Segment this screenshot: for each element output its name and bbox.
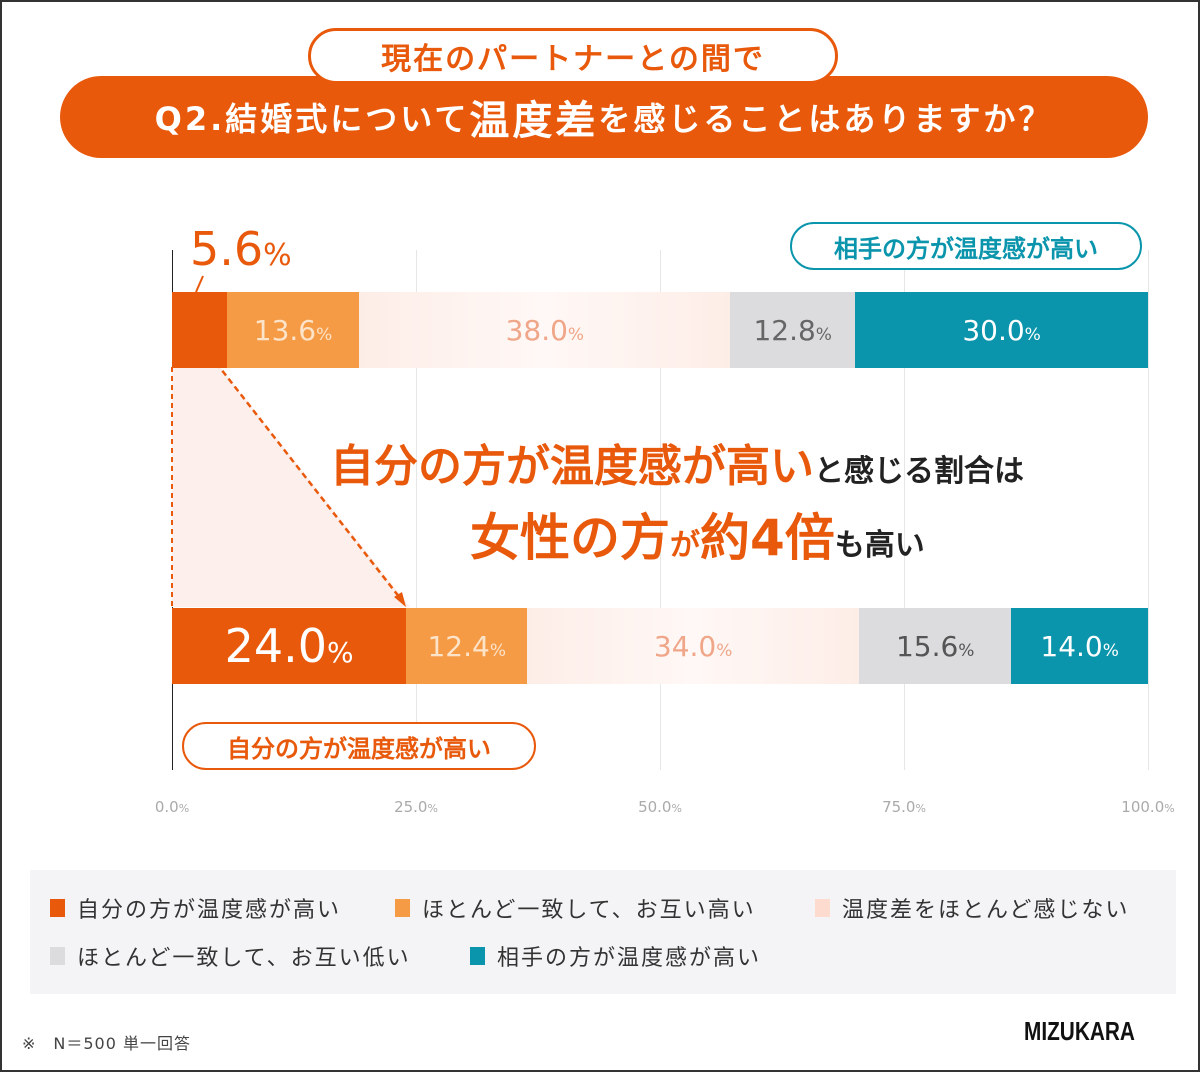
legend-swatch	[50, 899, 65, 917]
legend-swatch	[395, 899, 410, 917]
question-title: Q2.結婚式について 温度差 を感じることはありますか？	[60, 76, 1148, 158]
legend-item: 相手の方が温度感が高い	[470, 940, 761, 972]
bar-segment: 38.0%	[359, 292, 731, 368]
title-emphasis: 温度差	[469, 98, 599, 144]
legend-label: ほとんど一致して、お互い低い	[77, 946, 411, 971]
data-label: 12.4%	[427, 629, 506, 663]
bar-segment: 24.0%	[172, 608, 407, 684]
bar-segment: 15.6%	[859, 608, 1012, 684]
data-label: 24.0%	[224, 619, 354, 673]
legend-label: 相手の方が温度感が高い	[497, 946, 762, 971]
headline2-c: 約4倍	[700, 509, 835, 567]
headline2-b: が	[670, 528, 700, 563]
data-label: 34.0%	[653, 629, 733, 663]
gridline	[904, 250, 905, 770]
bar-male: 13.6% 38.0% 12.8% 30.0%	[172, 292, 1148, 368]
legend-swatch	[50, 947, 65, 965]
x-tick-label: 25.0%	[394, 798, 438, 816]
bar-segment: 12.4%	[406, 608, 528, 684]
data-label: 15.6%	[895, 629, 975, 663]
x-tick-label: 50.0%	[638, 798, 682, 816]
title-post: を感じることはありますか？	[598, 100, 1054, 138]
bar-segment: 13.6%	[226, 292, 360, 368]
legend-label: ほとんど一致して、お互い高い	[422, 898, 756, 923]
data-label: 12.8%	[753, 313, 832, 347]
male-self-value-label: 5.6%	[190, 222, 292, 276]
x-tick-label: 0.0%	[154, 798, 190, 816]
title-pre: Q2.結婚式について	[154, 100, 470, 138]
bar-segment: 34.0%	[527, 608, 860, 684]
legend-label: 温度差をほとんど感じない	[842, 898, 1130, 923]
data-label: 38.0%	[505, 313, 585, 347]
headline-post: と感じる割合は	[814, 454, 1024, 489]
bar-segment: 30.0%	[855, 292, 1148, 368]
legend: 自分の方が温度感が高い ほとんど一致して、お互い高い 温度差をほとんど感じないほとん…	[30, 870, 1176, 994]
legend-label: 自分の方が温度感が高い	[77, 898, 342, 923]
label-leader	[195, 275, 204, 293]
arrow-head	[394, 592, 406, 607]
gridline	[1148, 250, 1149, 770]
highlight-area	[172, 367, 410, 607]
gridline	[416, 250, 417, 770]
row-label-female: 女性	[42, 628, 123, 669]
dashed-arrow	[209, 354, 401, 599]
brand-logo: MIZUKARA	[1024, 1016, 1135, 1046]
gridline	[660, 250, 661, 770]
bar-segment: 12.8%	[730, 292, 856, 368]
legend-item: 自分の方が温度感が高い	[50, 892, 341, 924]
bar-segment	[172, 292, 227, 368]
callout-partner-higher: 相手の方が温度感が高い	[790, 222, 1142, 270]
bar-female: 24.0% 12.4% 34.0% 15.6% 14.0%	[172, 608, 1148, 684]
bar-segment: 14.0%	[1011, 608, 1148, 684]
callout-self-higher: 自分の方が温度感が高い	[182, 722, 536, 770]
headline-emph: 自分の方が温度感が高い	[330, 441, 814, 492]
row-label-male: 男性	[42, 316, 123, 357]
headline2-d: も高い	[834, 528, 925, 563]
legend-item: ほとんど一致して、お互い低い	[50, 940, 411, 972]
data-label: 13.6%	[253, 313, 333, 347]
x-tick-label: 100.0%	[1121, 798, 1175, 816]
data-label: 30.0%	[962, 313, 1041, 347]
legend-swatch	[815, 899, 830, 917]
headline-line1: 自分の方が温度感が高いと感じる割合は	[330, 430, 1024, 494]
headline2-a: 女性の方	[470, 509, 670, 567]
legend-item: ほとんど一致して、お互い高い	[395, 892, 756, 924]
data-label: 14.0%	[1040, 629, 1119, 663]
legend-swatch	[470, 947, 485, 965]
headline-line2: 女性の方が約4倍も高い	[470, 498, 925, 570]
subtitle: 現在のパートナーとの間で	[308, 28, 838, 84]
legend-item: 温度差をほとんど感じない	[815, 892, 1129, 924]
x-tick-label: 75.0%	[882, 798, 926, 816]
sample-note: ※ N＝500 単一回答	[22, 1034, 192, 1053]
